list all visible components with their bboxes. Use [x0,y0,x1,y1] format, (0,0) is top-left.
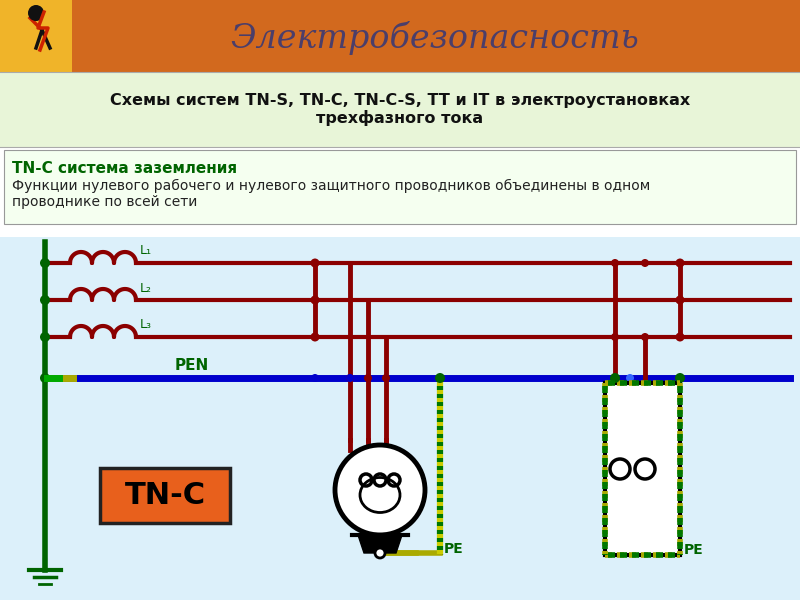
Circle shape [675,295,685,304]
Polygon shape [358,535,402,553]
Circle shape [635,459,655,479]
Circle shape [610,373,620,383]
Circle shape [310,332,319,341]
Circle shape [40,258,50,268]
Text: Электробезопасность: Электробезопасность [230,21,639,55]
Circle shape [641,259,649,267]
Circle shape [335,445,425,535]
Circle shape [40,295,50,305]
Circle shape [611,259,619,267]
Text: Схемы систем TN-S, TN-C, TN-C-S, TT и IT в электроустановках
трехфазного тока: Схемы систем TN-S, TN-C, TN-C-S, TT и IT… [110,92,690,127]
Text: Функции нулевого рабочего и нулевого защитного проводников объединены в одном
пр: Функции нулевого рабочего и нулевого защ… [12,179,650,209]
Circle shape [375,548,385,558]
Circle shape [675,259,685,268]
Circle shape [40,332,50,342]
Text: L₃: L₃ [140,319,152,331]
Bar [0,0,72,72]
Text: L₁: L₁ [140,245,152,257]
Circle shape [610,459,630,479]
Circle shape [374,474,386,486]
Bar [100,468,230,523]
Circle shape [360,474,372,486]
Circle shape [346,374,354,382]
Circle shape [28,5,44,21]
Text: PEN: PEN [175,358,210,373]
Text: TN-C: TN-C [125,481,206,510]
Circle shape [382,374,390,382]
Text: PE: PE [444,542,464,556]
Bar [605,383,680,555]
Circle shape [346,374,354,382]
Circle shape [626,374,634,382]
Circle shape [40,373,50,383]
Text: TN-C система заземления: TN-C система заземления [12,161,237,176]
Circle shape [675,373,685,383]
Text: PE: PE [684,543,704,557]
Circle shape [641,333,649,341]
Text: L₂: L₂ [140,281,152,295]
Circle shape [311,374,319,382]
Bar [0,237,800,600]
Circle shape [364,374,372,382]
Circle shape [310,295,319,304]
Bar [0,0,800,72]
Bar [4,150,796,224]
Circle shape [675,332,685,341]
Circle shape [435,373,445,383]
Circle shape [611,333,619,341]
Circle shape [388,474,400,486]
Bar [0,72,800,147]
Circle shape [310,259,319,268]
